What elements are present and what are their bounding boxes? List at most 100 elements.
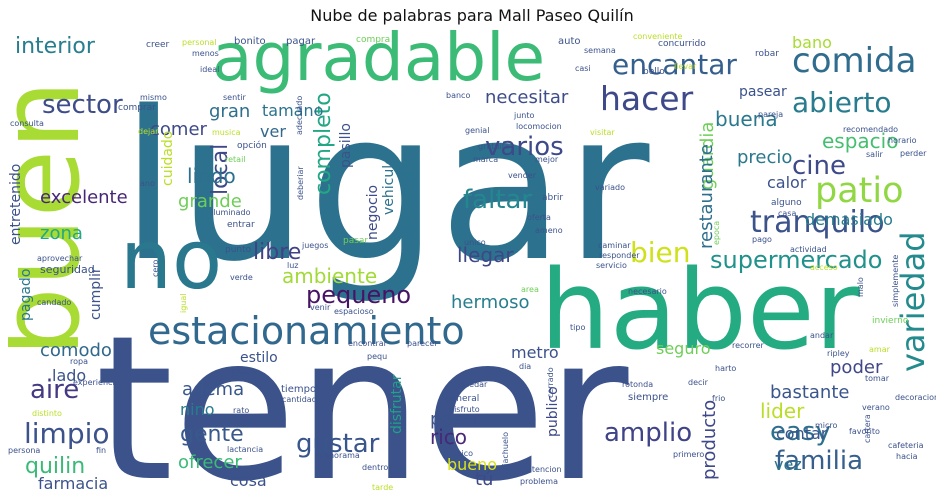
word-vender-121: vender [508,171,537,180]
word-concurrido-96: concurrido [658,39,706,49]
word-local-29: local [208,144,233,195]
word-limpio-18: limpio [24,417,110,450]
word-gusto-165: gusto [232,367,258,377]
word-recomendado-113: recomendado [843,125,898,134]
word-deberiar-120: deberiar [296,166,305,200]
word-invierno-152: invierno [872,316,909,326]
word-candado-148: candado [37,298,71,307]
word-dejar-104: dejar [138,127,159,136]
word-mismo-84: mismo [140,93,167,102]
word-frio-181: frio [712,394,725,403]
word-variado-126: variado [595,183,625,192]
word-bien-16: bien [630,236,691,269]
word-lactancia-185: lactancia [227,445,263,454]
word-verano-182: verano [862,403,890,412]
word-favorito-192: favorito [849,427,880,436]
word-simplemente-146: simplemente [891,255,900,307]
word-fin-184: fin [96,446,106,455]
word-casi-97: casi [575,64,591,73]
word-precio-54: precio [737,147,792,168]
word-ideal-90: ideal [200,65,219,74]
word-encantar-10: encantar [612,48,737,81]
word-sentir-101: sentir [223,93,247,102]
word-pago-138: pago [752,235,772,244]
word-horario-112: horario [888,136,917,145]
word-junto-107: junto [513,111,535,120]
word-demasiado-56: demasiado [805,210,893,229]
word-llegar-42: llegar [457,243,514,267]
word-juegos-134: juegos [301,241,328,250]
word-familia-22: familia [775,446,863,476]
word-buena-28: buena [715,107,778,131]
word-chico-187: chico [452,449,473,458]
word-paseo-50: paseo [430,409,484,430]
word-publico-82: publico [545,386,561,437]
word-locomocion-108: locomocion [516,122,562,131]
word-gustar-19: gustar [296,429,380,459]
word-genial-109: genial [465,126,489,135]
word-compra-93: compra [356,35,390,45]
word-necesitar-38: necesitar [485,87,569,108]
word-variedad-8: variedad [894,231,932,372]
word-entrar-124: entrar [227,220,255,230]
word-metro-66: metro [511,343,559,362]
word-necesario-151: necesario [628,287,667,296]
word-menos-89: menos [192,49,219,58]
word-persona-183: persona [8,446,40,455]
word-panorama-186: panorama [319,451,360,460]
word-ano-122: ano [140,179,155,188]
word-buen-3: buen [8,80,104,357]
word-hermoso-43: hermoso [451,292,530,313]
word-banco-106: banco [446,91,470,100]
word-patio-12: patio [815,171,904,211]
word-bonito-91: bonito [234,36,266,47]
word-producto-51: producto [699,400,720,480]
word-primero-189: primero [673,450,704,459]
word-nino-65: nino [180,400,215,419]
word-conveniente-199: conveniente [633,32,682,41]
word-bello-98: bello [643,67,665,77]
word-amplio-20: amplio [604,418,692,448]
word-ver-71: ver [260,122,286,141]
word-lado-68: lado [52,366,86,385]
word-personal-88: personal [182,38,217,47]
word-contar-60: contar [776,424,828,443]
word-decoracion-169: decoracion [895,393,936,402]
word-comodo-44: comodo [40,340,112,361]
word-comida-7: comida [792,41,916,81]
word-llevar-99: llevar [674,62,697,71]
word-ameno-131: ameno [535,226,563,235]
word-guardia-40: guardia [697,122,718,190]
word-abierto-14: abierto [792,86,892,119]
word-bastante-46: bastante [770,382,849,403]
word-siempre-180: siempre [628,392,668,403]
word-ripley-162: ripley [827,349,850,358]
word-pasillo-74: pasillo [338,123,354,168]
word-perder-115: perder [900,149,927,158]
word-agradable-4: agradable [212,30,545,96]
word-dia-166: dia [519,362,531,371]
word-rotonda-175: rotonda [622,380,653,389]
word-seguridad-83: seguridad [40,263,95,276]
word-adema-64: adema [182,379,244,400]
word-pasar-135: pasar [343,236,368,246]
word-mejor-119: mejor [535,155,559,164]
word-rato-177: rato [233,406,249,415]
word-oferta-130: oferta [527,213,551,222]
word-distinto-170: distinto [32,409,62,418]
word-venir-153: venir [310,303,331,312]
word-musica-102: musica [212,128,241,137]
chart-title: Nube de palabras para Mall Paseo Quilín [310,6,634,25]
word-completo-34: completo [311,92,336,195]
word-lider-45: lider [760,399,805,423]
word-zona-53: zona [40,223,83,244]
word-auto-94: auto [558,36,581,47]
word-libre-35: libre [253,240,301,265]
word-cafeteria-193: cafeteria [888,441,924,450]
word-problema-198: problema [520,477,558,486]
word-pequeno-24: pequeno [306,281,411,309]
word-disfrutar-81: disfrutar [389,374,405,434]
word-cosa-62: cosa [230,471,267,490]
word-lugar-0: lugar [120,67,650,307]
word-verde-144: verde [230,273,253,282]
